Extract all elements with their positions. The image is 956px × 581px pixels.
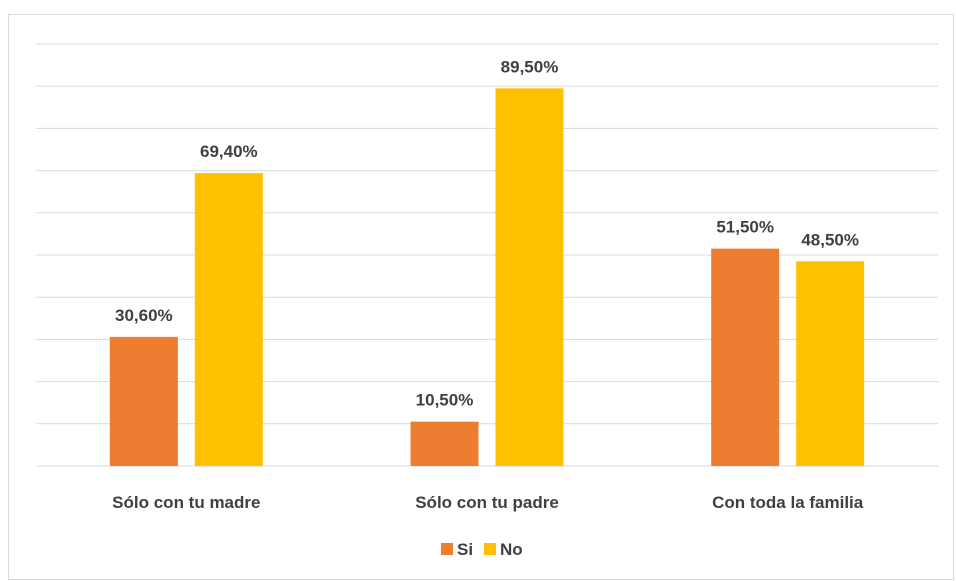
data-labels: 30,60% 69,40% 10,50% 89,50% 51,50% 48,50% — [115, 57, 859, 409]
data-label: 10,50% — [416, 391, 474, 410]
legend: Si No — [441, 540, 523, 559]
category-label: Sólo con tu madre — [112, 493, 260, 512]
data-label: 69,40% — [200, 142, 258, 161]
bars — [109, 88, 865, 466]
data-label: 51,50% — [716, 218, 774, 237]
bar-si-2 — [711, 248, 780, 466]
data-label: 30,60% — [115, 306, 173, 325]
bar-si-1 — [410, 421, 479, 466]
legend-swatch-si — [441, 543, 453, 555]
data-label: 48,50% — [801, 230, 859, 249]
category-label: Sólo con tu padre — [415, 493, 559, 512]
gridlines — [36, 43, 938, 467]
legend-label-no: No — [500, 540, 523, 559]
bar-si-0 — [109, 336, 178, 466]
category-labels: Sólo con tu madre Sólo con tu padre Con to… — [112, 493, 864, 512]
bar-no-0 — [194, 173, 263, 466]
data-label: 89,50% — [501, 57, 559, 76]
bar-no-2 — [796, 261, 865, 466]
legend-label-si: Si — [457, 540, 473, 559]
legend-swatch-no — [484, 543, 496, 555]
category-label: Con toda la familia — [712, 493, 864, 512]
bar-no-1 — [495, 88, 564, 466]
